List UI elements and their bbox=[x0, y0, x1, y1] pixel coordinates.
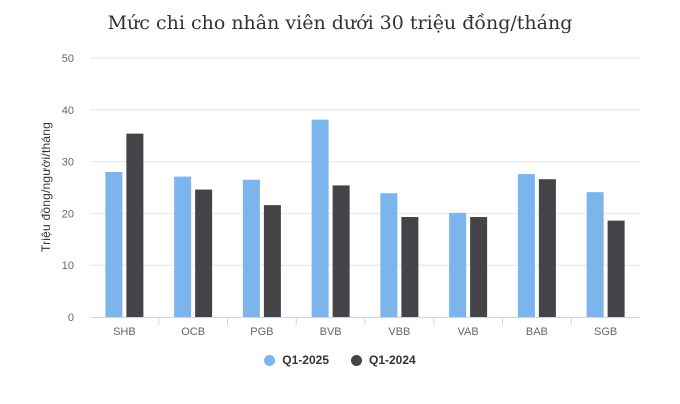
bar-q1-2025-bab bbox=[517, 174, 535, 317]
bar-q1-2024-sgb bbox=[607, 220, 625, 317]
chart-title: Mức chi cho nhân viên dưới 30 triệu đồng… bbox=[107, 12, 573, 34]
x-tick-label: VAB bbox=[458, 326, 479, 338]
y-tick-label: 0 bbox=[68, 312, 74, 324]
y-tick-label: 20 bbox=[62, 208, 74, 220]
x-tick-label: SHB bbox=[113, 326, 136, 338]
legend: Q1-2025 Q1-2024 bbox=[0, 353, 680, 367]
bar-q1-2024-vbb bbox=[401, 217, 419, 317]
x-tick-label: SGB bbox=[594, 326, 617, 338]
bar-q1-2024-shb bbox=[126, 133, 144, 317]
y-tick-label: 40 bbox=[62, 105, 74, 117]
y-tick-label: 50 bbox=[62, 53, 74, 65]
legend-item-q1-2025[interactable]: Q1-2025 bbox=[264, 353, 329, 367]
x-tick-label: OCB bbox=[181, 326, 205, 338]
y-tick-label: 30 bbox=[62, 157, 74, 169]
bar-q1-2025-bvb bbox=[311, 119, 329, 317]
bar-q1-2025-pgb bbox=[242, 179, 260, 317]
bar-q1-2024-ocb bbox=[195, 189, 213, 317]
bar-q1-2025-vbb bbox=[380, 193, 398, 317]
y-tick-label: 10 bbox=[62, 260, 74, 272]
x-tick-label: PGB bbox=[250, 326, 273, 338]
legend-label-q1-2024: Q1-2024 bbox=[369, 353, 416, 367]
bar-q1-2024-vab bbox=[470, 217, 488, 317]
x-tick-label: VBB bbox=[388, 326, 410, 338]
x-tick-label: BVB bbox=[320, 326, 342, 338]
bar-q1-2024-bvb bbox=[332, 185, 350, 317]
legend-item-q1-2024[interactable]: Q1-2024 bbox=[351, 353, 416, 367]
bar-q1-2024-pgb bbox=[263, 205, 281, 317]
bar-q1-2024-bab bbox=[538, 179, 556, 317]
bar-q1-2025-vab bbox=[449, 212, 467, 317]
legend-marker-q1-2024 bbox=[351, 354, 362, 366]
x-tick-label: BAB bbox=[526, 326, 548, 338]
bar-q1-2025-shb bbox=[105, 171, 123, 317]
bar-q1-2025-ocb bbox=[174, 176, 192, 317]
legend-marker-q1-2025 bbox=[264, 354, 276, 366]
legend-label-q1-2025: Q1-2025 bbox=[282, 353, 329, 367]
bar-q1-2025-sgb bbox=[586, 192, 604, 317]
